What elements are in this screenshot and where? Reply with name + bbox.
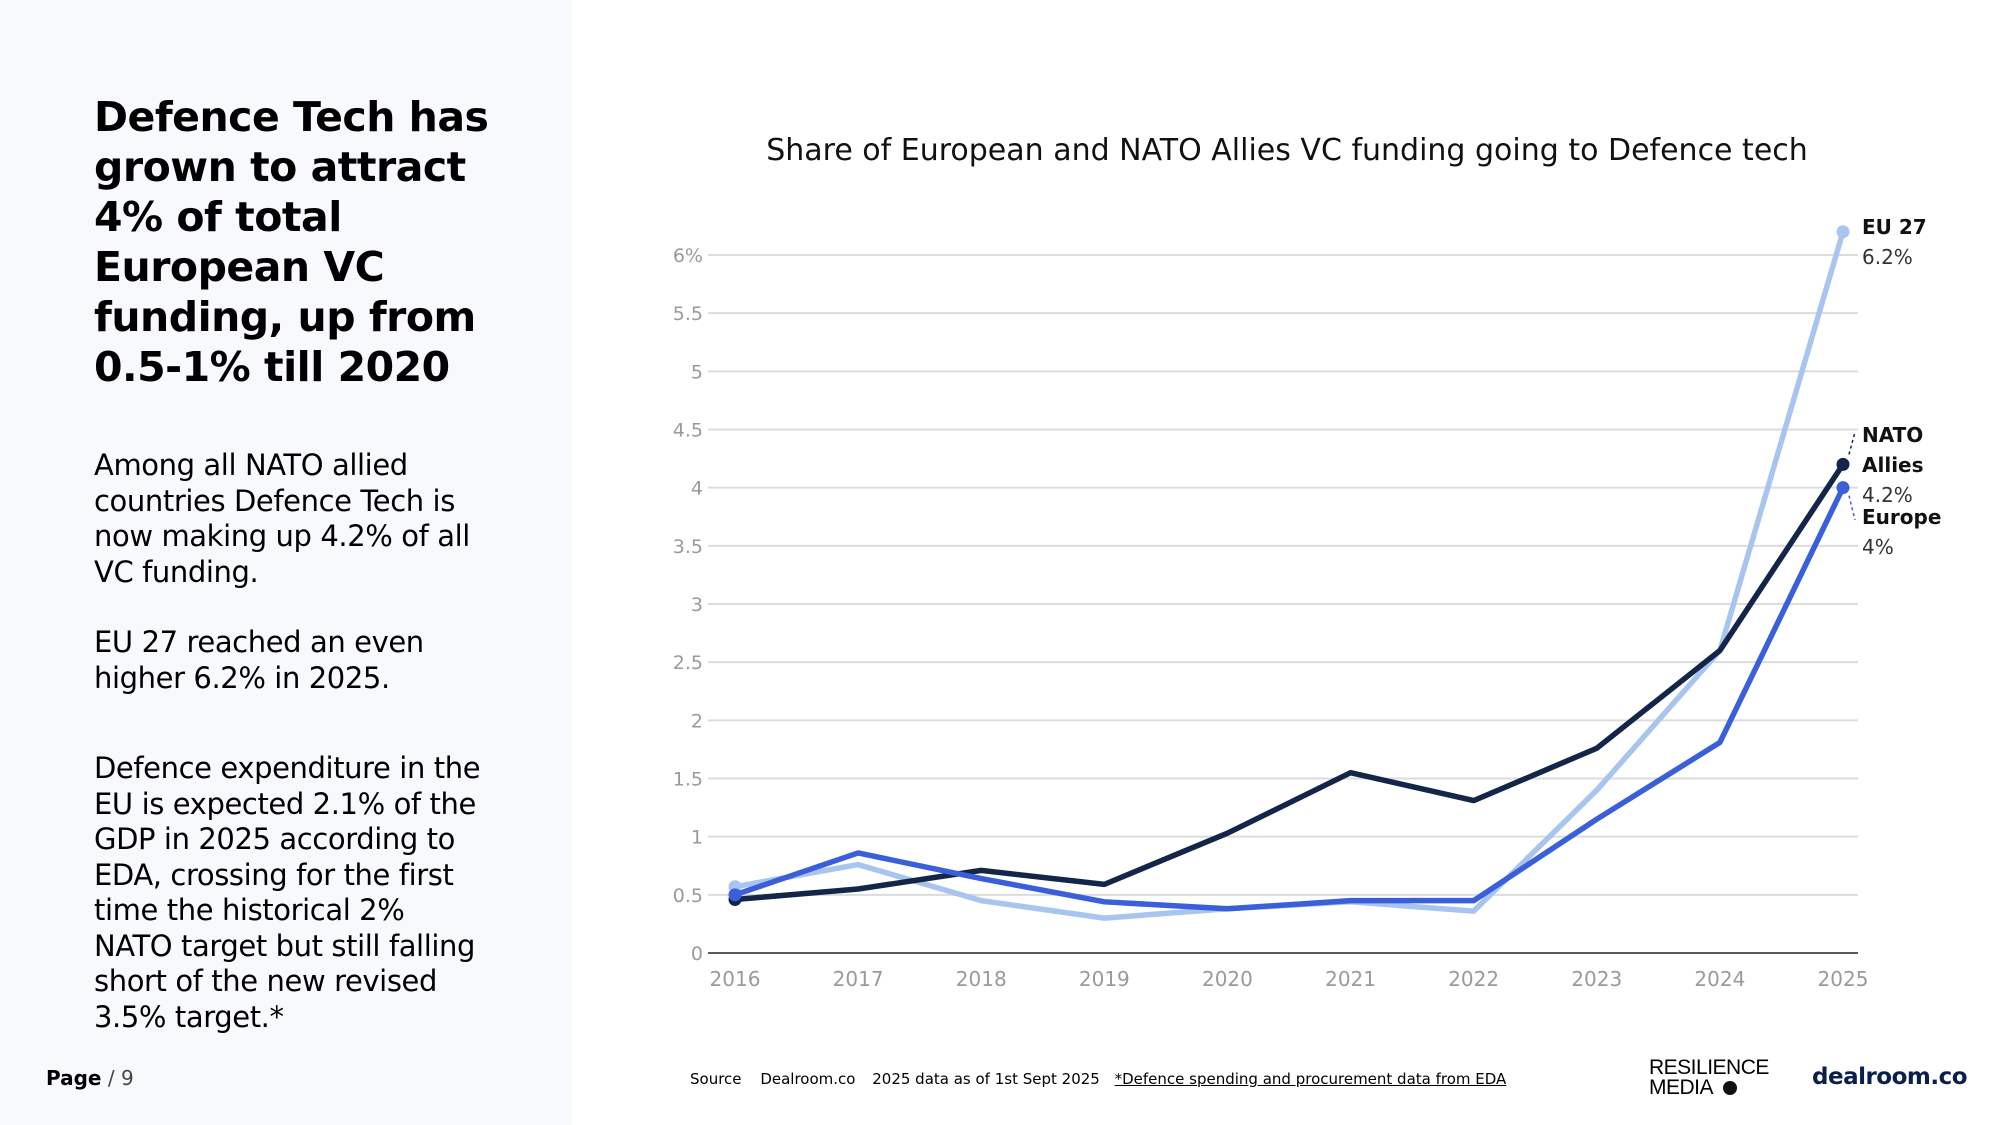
y-tick-label: 3 (691, 594, 703, 616)
series-line-nato-allies (732, 461, 1846, 903)
summary-paragraph-nato: Among all NATO allied countries Defence … (94, 448, 470, 589)
x-axis-ticks: 2016 2017 2018 2019 2020 2021 2022 2023 2024 2025 (710, 967, 1869, 991)
footer: Source Dealroom.co 2025 data as of 1st S… (690, 1070, 1506, 1088)
y-tick-label: 4 (691, 478, 703, 500)
series-value-label-europe: 4% (1862, 535, 1894, 559)
resilience-logo-line2-wrap: MEDIA (1649, 1076, 1769, 1099)
headline: Defence Tech has grown to attract 4% of … (94, 93, 489, 391)
leader-line-nato-allies (1848, 431, 1856, 455)
leader-line-europe (1848, 495, 1856, 521)
resilience-logo-line2: MEDIA (1649, 1076, 1714, 1099)
x-tick-label: 2018 (956, 967, 1007, 991)
page-number: / 9 (101, 1066, 134, 1090)
series-label-europe: Europe (1862, 505, 1941, 529)
y-tick-label: 1.5 (673, 769, 703, 791)
data-point-nato-allies (1836, 457, 1850, 471)
chart-title: Share of European and NATO Allies VC fun… (766, 133, 1808, 168)
globe-icon (1723, 1081, 1738, 1095)
data-point-europe (728, 888, 742, 902)
series-line-europe (732, 484, 1846, 912)
series-label-nato-allies: NATO (1862, 423, 1923, 447)
series-label-eu-27: EU 27 (1862, 215, 1927, 239)
y-tick-label: 4.5 (673, 420, 703, 442)
x-tick-label: 2024 (1694, 967, 1745, 991)
page-indicator: Page / 9 (46, 1066, 134, 1090)
y-tick-label: 3.5 (673, 536, 703, 558)
summary-paragraph-eu27: EU 27 reached an even higher 6.2% in 202… (94, 625, 424, 695)
data-point-europe (1836, 481, 1850, 495)
x-tick-label: 2022 (1448, 967, 1499, 991)
series-value-label-eu-27: 6.2% (1862, 245, 1913, 269)
series-label-nato-allies: Allies (1862, 453, 1924, 477)
y-tick-label: 5 (691, 361, 703, 383)
data-note: 2025 data as of 1st Sept 2025 (872, 1070, 1100, 1088)
y-axis-ticks: 0 0.5 1 1.5 2 2.5 3 3.5 4 4.5 5 5.5 6% (673, 245, 703, 965)
source-value: Dealroom.co (760, 1070, 856, 1088)
x-tick-label: 2020 (1202, 967, 1253, 991)
data-point-eu-27 (1836, 225, 1850, 239)
x-tick-label: 2023 (1571, 967, 1622, 991)
series-line-eu-27 (732, 228, 1846, 921)
x-tick-label: 2019 (1079, 967, 1130, 991)
y-tick-label: 0.5 (673, 885, 703, 907)
summary-paragraph-expenditure: Defence expenditure in the EU is expecte… (94, 751, 481, 1034)
resilience-logo-line1: RESILIENCE (1649, 1056, 1769, 1079)
x-tick-label: 2025 (1818, 967, 1869, 991)
series-end-labels: EU 27 6.2% NATO Allies 4.2%Europe 4% (1848, 215, 1941, 559)
x-tick-label: 2016 (710, 967, 761, 991)
left-panel: Defence Tech has grown to attract 4% of … (0, 0, 572, 1125)
y-tick-label: 2.5 (673, 652, 703, 674)
y-tick-label: 0 (691, 943, 703, 965)
series-value-label-nato-allies: 4.2% (1862, 483, 1913, 507)
page-label: Page (46, 1066, 102, 1090)
x-tick-label: 2021 (1325, 967, 1376, 991)
gridlines (708, 254, 1858, 954)
x-tick-label: 2017 (833, 967, 884, 991)
y-tick-label: 1 (691, 827, 703, 849)
dealroom-logo: dealroom.co (1812, 1064, 1968, 1090)
source-label: Source (690, 1070, 742, 1088)
resilience-media-logo: RESILIENCE MEDIA (1649, 1056, 1769, 1099)
y-tick-label: 2 (691, 710, 703, 732)
y-tick-label: 5.5 (673, 303, 703, 325)
y-tick-label: 6% (673, 245, 703, 267)
series-lines (728, 225, 1850, 921)
eda-source-link[interactable]: *Defence spending and procurement data f… (1114, 1070, 1507, 1088)
